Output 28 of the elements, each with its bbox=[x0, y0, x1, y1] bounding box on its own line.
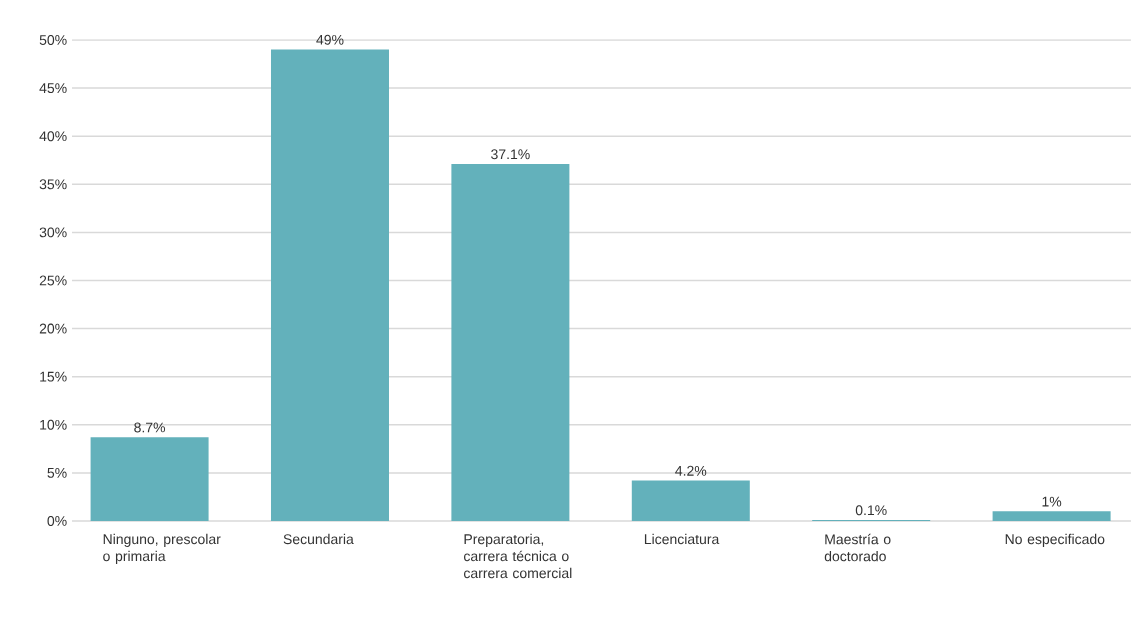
y-tick-label: 30% bbox=[39, 227, 67, 238]
bar bbox=[90, 437, 209, 521]
y-tick-label: 5% bbox=[47, 467, 67, 478]
x-tick-label: Maestría o doctorado bbox=[824, 533, 891, 562]
bar bbox=[631, 480, 750, 521]
y-tick-label: 50% bbox=[39, 35, 67, 45]
y-tick-label: 45% bbox=[39, 83, 67, 94]
x-tick-label: No especificado bbox=[1005, 533, 1105, 547]
y-tick-label: 35% bbox=[39, 179, 67, 190]
data-label: 4.2% bbox=[675, 465, 707, 476]
data-label: 37.1% bbox=[491, 149, 530, 160]
data-label: 8.7% bbox=[134, 422, 166, 433]
data-label: 49% bbox=[316, 34, 344, 45]
x-tick-label: Secundaria bbox=[283, 533, 354, 545]
y-tick-label: 40% bbox=[39, 131, 67, 142]
x-tick-label: Preparatoria, carrera técnica o carrera comercial bbox=[463, 533, 572, 579]
bar bbox=[451, 164, 570, 521]
data-label: 0.1% bbox=[855, 505, 887, 516]
y-tick-label: 10% bbox=[40, 419, 67, 430]
bar bbox=[992, 511, 1111, 521]
y-tick-label: 20% bbox=[39, 323, 67, 334]
y-tick-label: 25% bbox=[39, 275, 67, 286]
x-tick-label: Ninguno, prescolar o primaria bbox=[103, 533, 221, 564]
y-tick-label: 15% bbox=[40, 371, 67, 382]
data-label: 1% bbox=[1042, 496, 1062, 507]
bar bbox=[270, 49, 389, 521]
x-tick-label: Licenciatura bbox=[644, 533, 720, 545]
y-tick-label: 0% bbox=[47, 516, 67, 526]
